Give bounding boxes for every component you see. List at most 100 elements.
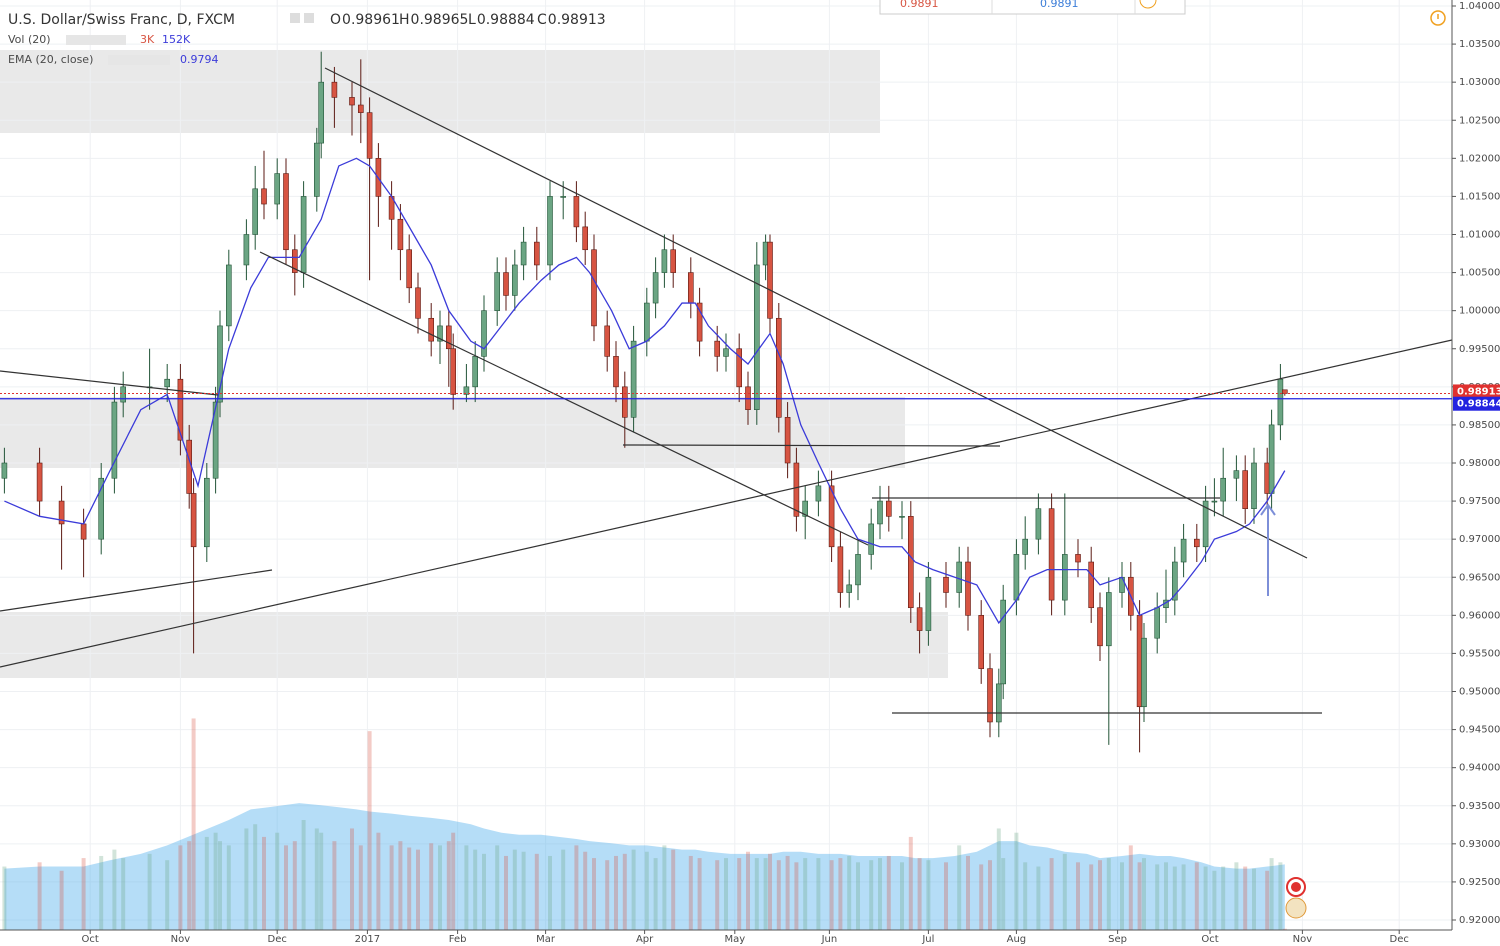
candle-body [885,500,892,517]
candle-body [1097,607,1103,647]
volume-bar [966,855,970,930]
price-axis [1452,0,1500,930]
trend-line [0,569,273,612]
volume-bar [631,849,636,930]
zone [0,612,948,678]
volume-bar [1252,868,1256,930]
candle-body [437,325,443,342]
candle-body [793,462,800,517]
icon[interactable] [66,35,126,45]
price-tag-label: 0.98844 [1457,399,1500,410]
volume-bar [785,855,790,930]
volume-bar [1014,832,1019,930]
candle-body [511,264,518,296]
volume-bar [1128,845,1133,930]
volume-bar [451,832,456,930]
volume-bar [204,836,209,930]
alert-icon[interactable] [1430,10,1446,26]
ema-line [4,157,1286,625]
y-tick-label: 0.98500 [1459,420,1500,431]
y-tick-label: 0.96500 [1459,572,1500,583]
widget-box[interactable] [879,0,1186,15]
volume-bar [816,858,821,930]
volume-bar [1106,858,1111,930]
y-tick-label: 1.02000 [1459,153,1500,164]
volume-bar [534,853,539,930]
volume-ma-area [4,803,1285,930]
candle-body [204,477,210,548]
candle-body [846,584,853,593]
icon[interactable] [108,55,170,65]
volume-bar [112,849,117,930]
candle-body [1172,561,1178,601]
volume-bar [926,860,931,930]
candle-body [349,97,355,106]
candle-body [217,325,223,403]
event-icon[interactable] [1285,897,1307,919]
candle-body [428,317,435,342]
volume-bar [191,718,196,930]
volume-bar [1282,928,1287,930]
volume-bar [178,845,183,930]
x-tick-label: May [724,934,745,945]
volume-bar [521,851,526,930]
volume-bar [473,849,478,930]
y-tick-label: 1.02500 [1459,115,1500,126]
volume-bar [1269,858,1274,930]
ohlc-label: O [330,12,341,28]
volume-bar [2,866,7,930]
x-tick-label: Dec [268,934,287,945]
volume-bar [244,828,249,930]
legend: U.S. Dollar/Swiss Franc, D, FXCM Vol (20… [8,12,606,66]
volume-bar [319,832,324,930]
candle-body [1211,500,1218,503]
volume-bar [464,845,469,930]
volume-bar [482,853,486,930]
volume-bar [1137,862,1142,930]
x-tick-label: Nov [1293,934,1313,945]
candle-body [58,500,65,525]
ohlc-value: 0.98961 [342,12,400,28]
volume-bar [292,841,297,930]
candle-body [463,386,470,395]
volume-bar [715,860,720,930]
y-tick-label: 0.92000 [1459,915,1500,926]
volume-bar [996,828,1001,930]
candle-body [784,416,791,464]
icon[interactable] [290,13,300,23]
y-tick-label: 0.97500 [1459,496,1500,507]
volume-bar [1155,864,1160,930]
candle-body [1233,470,1240,479]
volume-bar [622,853,627,930]
candle-body [494,272,501,311]
volume-bar [1243,866,1248,930]
volume-bar [81,858,86,930]
candle-body [621,386,628,418]
candle-body [943,576,949,593]
candle-body [397,218,404,251]
volume-bar [1089,864,1094,930]
volume-bar [398,841,403,930]
volume-bar [301,820,306,930]
volume-bar [358,845,363,930]
ohlc-value: 0.98884 [477,12,535,28]
x-tick-label: 2017 [355,934,380,945]
volume-bar [737,858,742,930]
volume-bar [1076,862,1080,930]
y-tick-label: 0.95500 [1459,648,1500,659]
volume-bar [979,864,984,930]
widget-icon[interactable] [1139,0,1157,9]
icon[interactable] [304,13,314,23]
volume-bar [671,849,676,930]
volume-bar [1265,870,1270,930]
volume-bar [803,858,808,930]
volume-bar [869,860,874,930]
candle-body [1251,462,1257,510]
ema-name: EMA (20, close) [8,53,93,66]
volume-bar [284,845,288,930]
candle-body [652,272,659,304]
candle-body [243,234,250,266]
candle-body [815,485,822,502]
candle-body [696,302,703,342]
